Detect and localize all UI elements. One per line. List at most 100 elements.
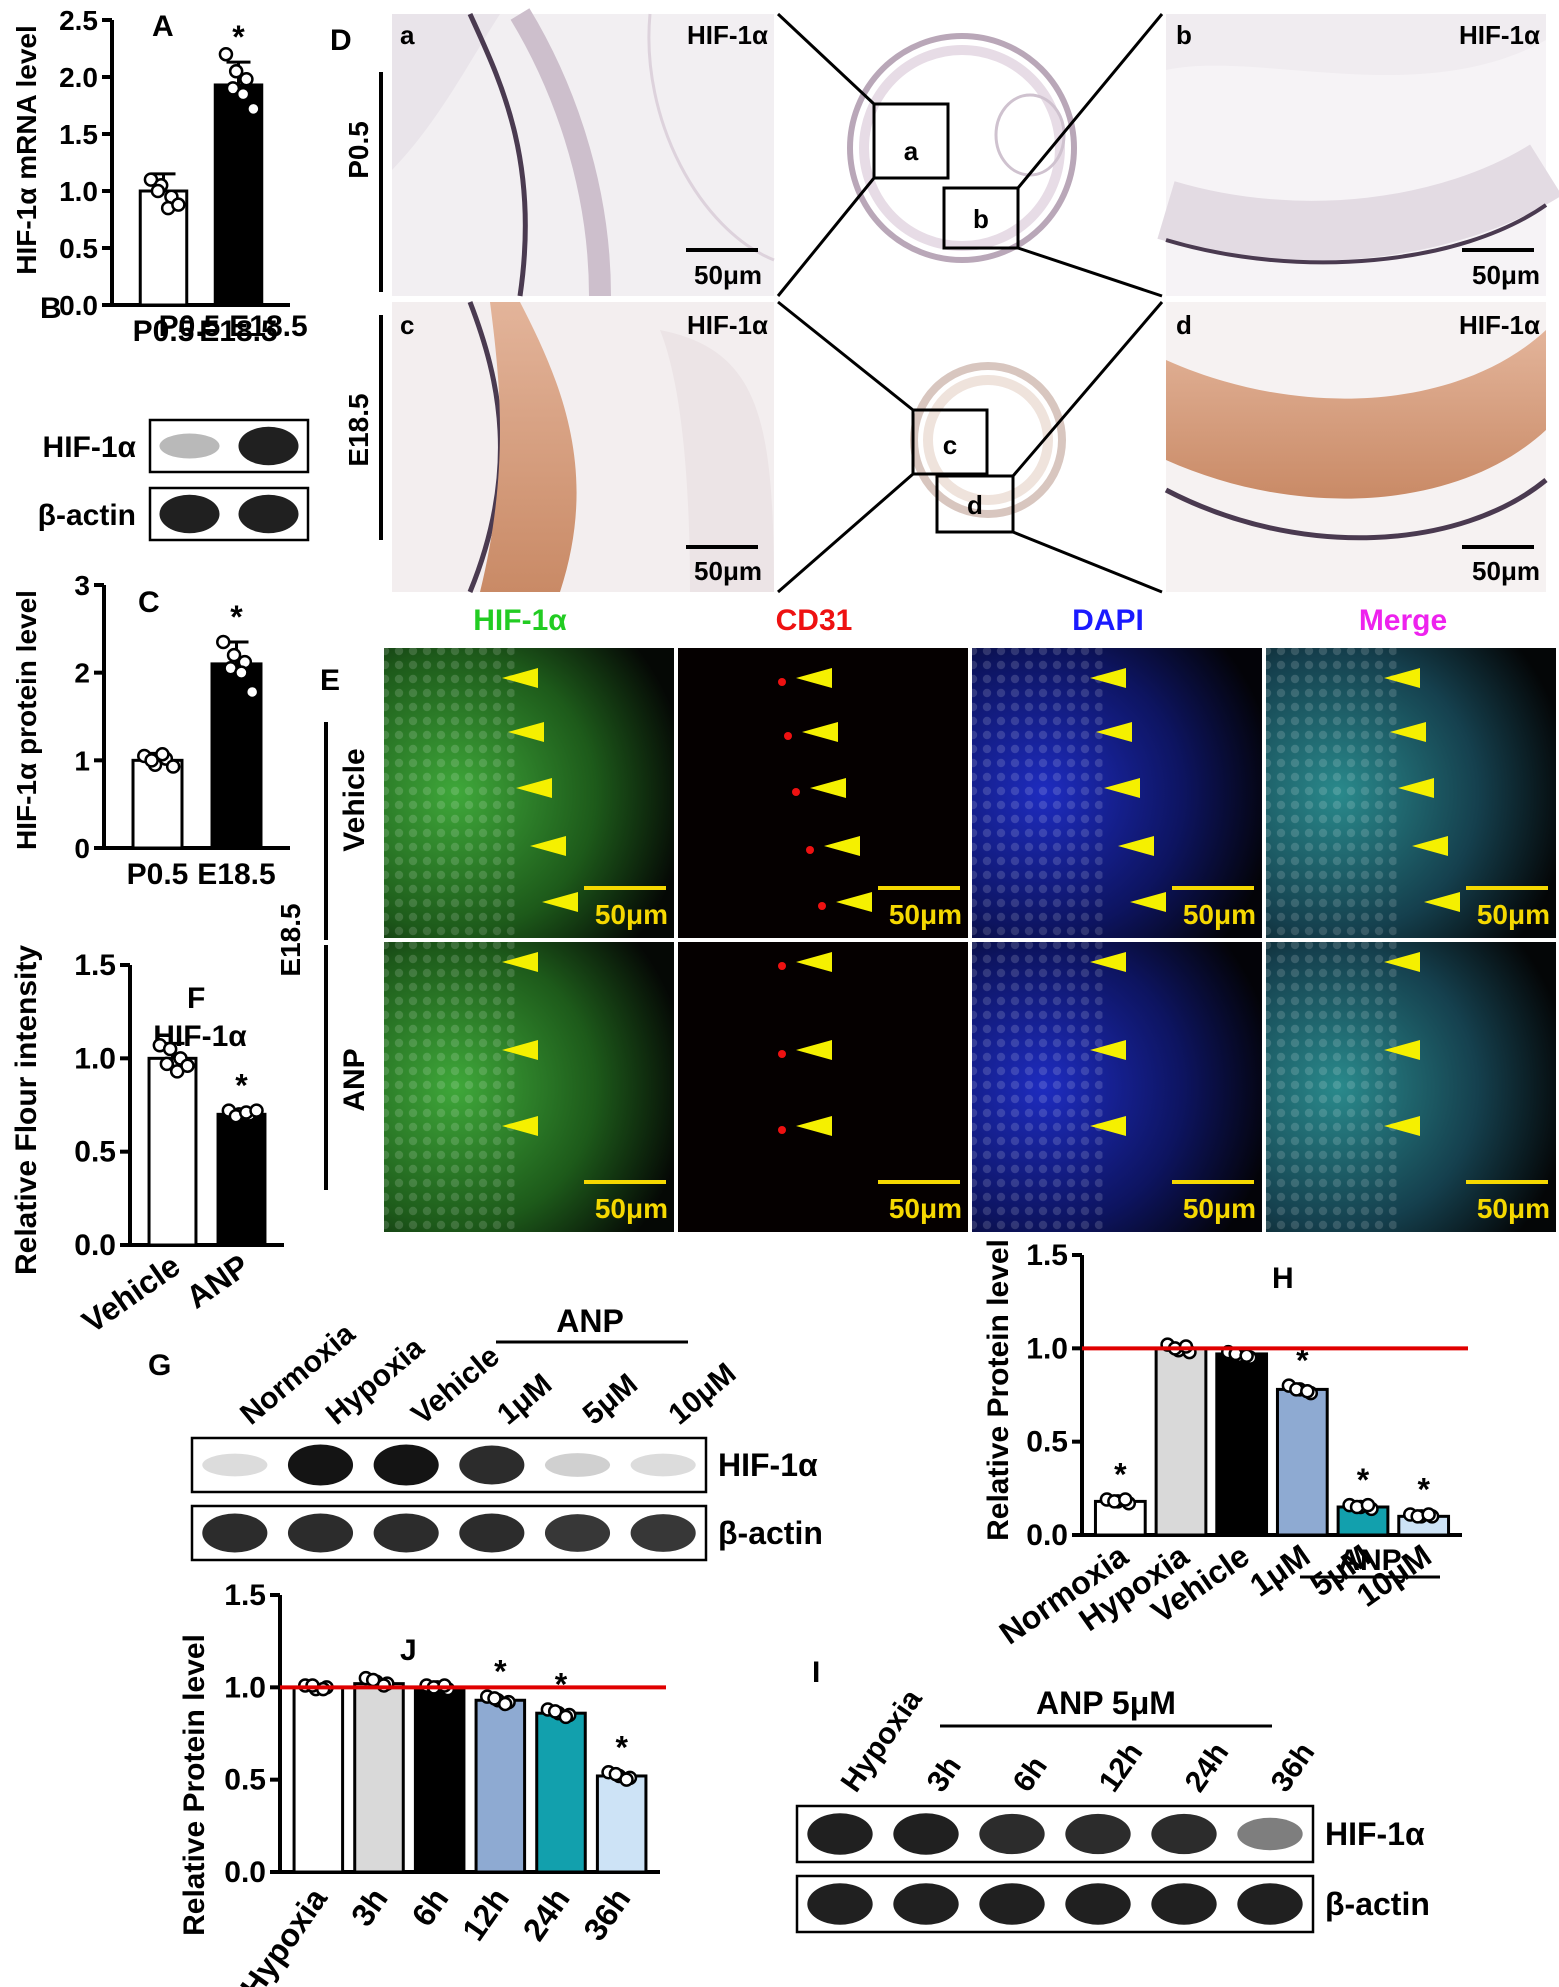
chart-j-xlabel-4: 24h [516, 1881, 577, 1947]
cd31-signal [778, 1050, 786, 1058]
chart-a-ytick-label: 1.5 [59, 119, 98, 150]
blot-i-band [1237, 1883, 1303, 1925]
chart-c-ytick-label: 2 [74, 658, 90, 689]
chart-j-ytick-label: 1.5 [224, 1579, 266, 1612]
chart-h-bar-1 [1154, 1346, 1208, 1537]
panel-f: F HIF-1α Relative Flour intensity 0.00.5… [10, 945, 284, 1340]
arrowhead-icon [1390, 722, 1426, 742]
chart-a-point [239, 72, 254, 87]
chart-j-point [558, 1709, 574, 1725]
blot-g-band [202, 1513, 268, 1553]
blot-g-blot-frame-1 [190, 1504, 708, 1562]
chart-c-ytick-label: 0 [74, 833, 90, 864]
panel-label-f: F [187, 982, 205, 1015]
chart-j-point [608, 1766, 624, 1782]
panel-e-group-label: E18.5 [275, 903, 306, 976]
channel-label-cd31: CD31 [776, 604, 853, 637]
scale-bar-label: 50μm [595, 899, 668, 930]
blot-g-lane-label-3: 1μM [491, 1367, 558, 1431]
fluorescence-cell: 50μm [678, 648, 968, 938]
blot-i-band [893, 1813, 959, 1855]
panel-label-e: E [320, 664, 340, 697]
blot-i-band [807, 1883, 873, 1925]
blot-i-band [979, 1813, 1045, 1855]
blot-g-group-label: ANP [556, 1303, 624, 1339]
inset-box-label-c: c [943, 430, 957, 460]
chart-h-point [1360, 1497, 1376, 1513]
panel-c-chart: 0 1 2 3 P0.5 * E18.5 [74, 570, 290, 891]
chart-c-point [155, 746, 170, 762]
arrowhead-icon [1104, 778, 1140, 798]
panel-label-d: D [330, 24, 352, 57]
scale-bar-label: 50μm [889, 899, 962, 930]
arrowhead-icon [796, 1040, 832, 1060]
channel-label-dapi: DAPI [1072, 604, 1144, 637]
chart-h-group-label: ANP [1338, 1544, 1401, 1577]
inset-box-d [935, 474, 1015, 534]
arrowhead-icon [1096, 722, 1132, 742]
fluorescence-cell: 50μm [384, 648, 674, 938]
blot-b-band [159, 433, 220, 459]
histology-overview-p05: a b [778, 14, 1162, 296]
arrowhead-icon [1398, 778, 1434, 798]
chart-j-sig-3: * [494, 1654, 507, 1690]
arrowhead-icon [1412, 836, 1448, 856]
chart-j-xlabel-1: 3h [344, 1881, 395, 1932]
chart-j-bar-1 [353, 1682, 405, 1874]
chart-j-point [497, 1696, 513, 1712]
chart-f-ytick-label: 1.5 [74, 949, 116, 982]
arrowhead-icon [1130, 892, 1166, 912]
chart-a-point [235, 86, 251, 102]
chart-j-xlabel-5: 36h [576, 1881, 637, 1947]
histology-overview-e185: c d [778, 302, 1162, 592]
channel-label-merge: Merge [1359, 604, 1447, 637]
arrowhead-icon [836, 892, 872, 912]
chart-c-xlabel-1: E18.5 [197, 858, 275, 891]
blot-g-band [202, 1453, 268, 1477]
fluorescence-cell: 50μm [1266, 648, 1556, 938]
blot-i-band [1237, 1817, 1303, 1851]
chart-h-bar-3 [1275, 1387, 1329, 1537]
scale-bar-label: 50μm [889, 1193, 962, 1224]
arrowhead-icon [796, 668, 832, 688]
fluorescence-nuclei [972, 648, 1103, 938]
histology-stain-label-c: HIF-1α [687, 310, 768, 340]
arrowhead-icon [802, 722, 838, 742]
blot-i-blot-frame-0 [795, 1804, 1315, 1864]
cd31-signal [778, 1126, 786, 1134]
scale-bar-label-b: 50μm [1472, 260, 1540, 290]
cd31-signal [792, 788, 800, 796]
fluorescence-cell: 50μm [972, 648, 1262, 938]
inset-letter-d: d [1176, 310, 1192, 340]
chart-j-xlabel-0: Hypoxia [233, 1881, 334, 1987]
chart-f-point [162, 1041, 178, 1057]
scale-bar-label-a: 50μm [694, 260, 762, 290]
chart-j-xlabel-3: 12h [455, 1881, 516, 1947]
blot-b-lane-label-0: P0.5 [159, 310, 221, 343]
chart-j-bar-5 [595, 1774, 648, 1874]
blot-i-group-label: ANP 5μM [1036, 1685, 1176, 1721]
panel-f-ylabel: Relative Flour intensity [10, 945, 43, 1275]
panel-j-ylabel: Relative Protein level [178, 1634, 211, 1936]
arrowhead-icon [502, 1040, 538, 1060]
chart-h-ytick-label: 0.5 [1026, 1426, 1068, 1459]
panel-label-j: J [400, 1634, 417, 1667]
histology-image-d: d HIF-1α 50μm [1164, 302, 1548, 592]
fluorescence-background [678, 648, 968, 938]
inset-box-b [942, 186, 1020, 250]
inset-box-label-d: d [967, 490, 983, 520]
blot-b-band [238, 426, 299, 466]
arrowhead-icon [796, 952, 832, 972]
blot-i-band [807, 1813, 873, 1855]
chart-a-point [218, 46, 234, 62]
blot-i-band [1065, 1813, 1131, 1855]
inset-box-a [872, 102, 950, 180]
panel-j-chart: 0.0 0.5 1.0 1.5 Hypoxia 3h 6h * 12h * 24h * 36h [224, 1579, 666, 1987]
scale-bar-label: 50μm [1183, 1193, 1256, 1224]
blot-i-lane-label-5: 36h [1265, 1737, 1322, 1798]
chart-f-bar-1 [216, 1112, 267, 1247]
arrowhead-icon [824, 836, 860, 856]
fluorescence-cell: 50μm [972, 942, 1262, 1232]
arrowhead-icon [542, 892, 578, 912]
